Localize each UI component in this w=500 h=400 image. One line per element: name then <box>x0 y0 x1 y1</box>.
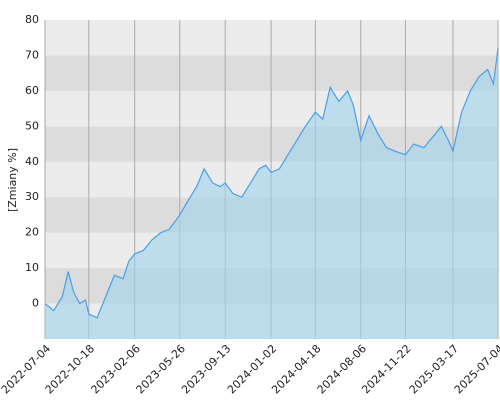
y-tick-label: 20 <box>25 226 39 239</box>
y-tick-label: 60 <box>25 84 39 97</box>
y-tick-label: 10 <box>25 261 39 274</box>
y-tick-label: 40 <box>25 155 39 168</box>
y-tick-label: 50 <box>25 119 39 132</box>
area <box>45 48 498 339</box>
line <box>44 48 499 319</box>
y-axis-label: [Zmiany %] <box>6 148 19 212</box>
y-tick-label: 30 <box>25 190 39 203</box>
y-tick-label: 80 <box>25 13 39 26</box>
y-tick-label: 70 <box>25 48 39 61</box>
y-tick-label: 0 <box>32 297 39 310</box>
